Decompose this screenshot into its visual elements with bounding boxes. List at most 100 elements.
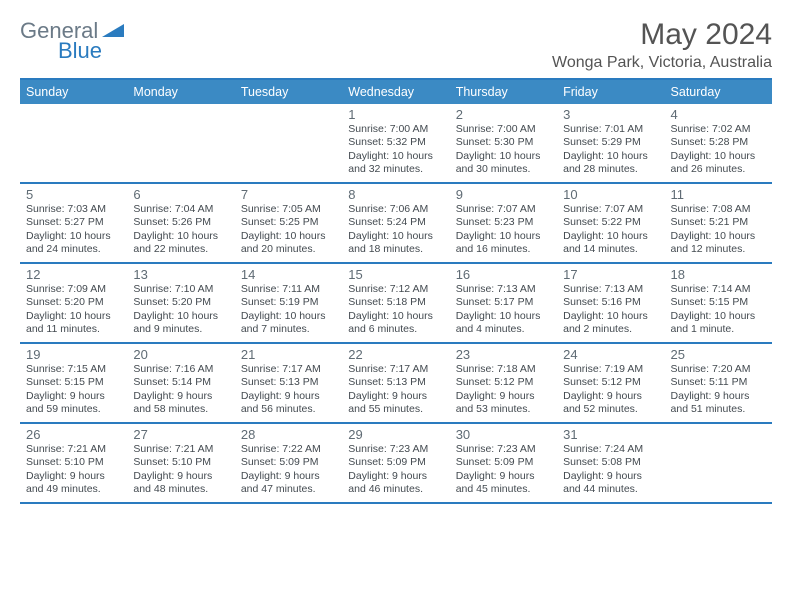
day-number: 10 xyxy=(563,187,658,202)
logo-text-2: Blue xyxy=(58,38,102,63)
day-info: Sunrise: 7:10 AMSunset: 5:20 PMDaylight:… xyxy=(133,283,228,337)
info-line: and 32 minutes. xyxy=(348,163,443,176)
info-line: Sunrise: 7:21 AM xyxy=(26,443,121,456)
info-line: Sunset: 5:25 PM xyxy=(241,216,336,229)
info-line: Daylight: 10 hours xyxy=(241,310,336,323)
day-header-row: SundayMondayTuesdayWednesdayThursdayFrid… xyxy=(20,80,772,104)
info-line: Daylight: 10 hours xyxy=(563,310,658,323)
day-cell: 3Sunrise: 7:01 AMSunset: 5:29 PMDaylight… xyxy=(557,104,664,182)
logo: General Blue xyxy=(20,18,124,44)
day-cell: 26Sunrise: 7:21 AMSunset: 5:10 PMDayligh… xyxy=(20,424,127,502)
info-line: Sunrise: 7:23 AM xyxy=(456,443,551,456)
day-cell: 1Sunrise: 7:00 AMSunset: 5:32 PMDaylight… xyxy=(342,104,449,182)
day-cell: 31Sunrise: 7:24 AMSunset: 5:08 PMDayligh… xyxy=(557,424,664,502)
day-number: 13 xyxy=(133,267,228,282)
day-number: 3 xyxy=(563,107,658,122)
day-cell: 13Sunrise: 7:10 AMSunset: 5:20 PMDayligh… xyxy=(127,264,234,342)
day-number: 4 xyxy=(671,107,766,122)
info-line: Sunrise: 7:04 AM xyxy=(133,203,228,216)
day-cell: 27Sunrise: 7:21 AMSunset: 5:10 PMDayligh… xyxy=(127,424,234,502)
day-cell: 24Sunrise: 7:19 AMSunset: 5:12 PMDayligh… xyxy=(557,344,664,422)
day-number: 1 xyxy=(348,107,443,122)
info-line: and 12 minutes. xyxy=(671,243,766,256)
day-cell: 16Sunrise: 7:13 AMSunset: 5:17 PMDayligh… xyxy=(450,264,557,342)
info-line: Sunrise: 7:21 AM xyxy=(133,443,228,456)
info-line: Sunset: 5:12 PM xyxy=(456,376,551,389)
day-info: Sunrise: 7:22 AMSunset: 5:09 PMDaylight:… xyxy=(241,443,336,497)
info-line: Sunrise: 7:18 AM xyxy=(456,363,551,376)
logo-triangle-icon xyxy=(102,24,124,43)
day-info: Sunrise: 7:21 AMSunset: 5:10 PMDaylight:… xyxy=(26,443,121,497)
info-line: and 55 minutes. xyxy=(348,403,443,416)
day-info: Sunrise: 7:19 AMSunset: 5:12 PMDaylight:… xyxy=(563,363,658,417)
day-cell: 29Sunrise: 7:23 AMSunset: 5:09 PMDayligh… xyxy=(342,424,449,502)
info-line: and 4 minutes. xyxy=(456,323,551,336)
info-line: Sunrise: 7:05 AM xyxy=(241,203,336,216)
info-line: Daylight: 9 hours xyxy=(26,390,121,403)
info-line: Daylight: 10 hours xyxy=(671,310,766,323)
info-line: Sunset: 5:30 PM xyxy=(456,136,551,149)
day-cell: 17Sunrise: 7:13 AMSunset: 5:16 PMDayligh… xyxy=(557,264,664,342)
day-cell: 9Sunrise: 7:07 AMSunset: 5:23 PMDaylight… xyxy=(450,184,557,262)
day-cell xyxy=(127,104,234,182)
info-line: Sunset: 5:16 PM xyxy=(563,296,658,309)
day-info: Sunrise: 7:23 AMSunset: 5:09 PMDaylight:… xyxy=(348,443,443,497)
info-line: Sunset: 5:09 PM xyxy=(456,456,551,469)
info-line: Daylight: 10 hours xyxy=(671,150,766,163)
info-line: and 22 minutes. xyxy=(133,243,228,256)
day-number: 17 xyxy=(563,267,658,282)
info-line: Sunrise: 7:17 AM xyxy=(241,363,336,376)
info-line: and 52 minutes. xyxy=(563,403,658,416)
info-line: Daylight: 10 hours xyxy=(456,230,551,243)
info-line: Sunset: 5:14 PM xyxy=(133,376,228,389)
info-line: Sunset: 5:15 PM xyxy=(671,296,766,309)
info-line: Sunrise: 7:00 AM xyxy=(456,123,551,136)
day-cell: 8Sunrise: 7:06 AMSunset: 5:24 PMDaylight… xyxy=(342,184,449,262)
day-info: Sunrise: 7:21 AMSunset: 5:10 PMDaylight:… xyxy=(133,443,228,497)
info-line: and 28 minutes. xyxy=(563,163,658,176)
week-row: 26Sunrise: 7:21 AMSunset: 5:10 PMDayligh… xyxy=(20,424,772,504)
month-title: May 2024 xyxy=(552,18,772,52)
week-row: 12Sunrise: 7:09 AMSunset: 5:20 PMDayligh… xyxy=(20,264,772,344)
info-line: Sunrise: 7:13 AM xyxy=(563,283,658,296)
info-line: Daylight: 10 hours xyxy=(456,150,551,163)
info-line: Sunrise: 7:15 AM xyxy=(26,363,121,376)
weeks-container: 1Sunrise: 7:00 AMSunset: 5:32 PMDaylight… xyxy=(20,104,772,504)
info-line: Sunrise: 7:22 AM xyxy=(241,443,336,456)
info-line: Sunrise: 7:12 AM xyxy=(348,283,443,296)
info-line: and 30 minutes. xyxy=(456,163,551,176)
info-line: Sunset: 5:26 PM xyxy=(133,216,228,229)
info-line: and 47 minutes. xyxy=(241,483,336,496)
info-line: Sunrise: 7:11 AM xyxy=(241,283,336,296)
day-header-thursday: Thursday xyxy=(450,80,557,104)
info-line: and 53 minutes. xyxy=(456,403,551,416)
info-line: Daylight: 10 hours xyxy=(348,230,443,243)
day-number: 9 xyxy=(456,187,551,202)
day-info: Sunrise: 7:02 AMSunset: 5:28 PMDaylight:… xyxy=(671,123,766,177)
day-header-tuesday: Tuesday xyxy=(235,80,342,104)
day-number: 5 xyxy=(26,187,121,202)
day-number: 20 xyxy=(133,347,228,362)
day-cell: 14Sunrise: 7:11 AMSunset: 5:19 PMDayligh… xyxy=(235,264,342,342)
info-line: and 20 minutes. xyxy=(241,243,336,256)
info-line: Sunset: 5:20 PM xyxy=(26,296,121,309)
day-number: 30 xyxy=(456,427,551,442)
info-line: and 18 minutes. xyxy=(348,243,443,256)
info-line: Daylight: 10 hours xyxy=(563,150,658,163)
day-number: 12 xyxy=(26,267,121,282)
day-header-sunday: Sunday xyxy=(20,80,127,104)
info-line: and 7 minutes. xyxy=(241,323,336,336)
info-line: and 24 minutes. xyxy=(26,243,121,256)
day-number: 21 xyxy=(241,347,336,362)
day-info: Sunrise: 7:16 AMSunset: 5:14 PMDaylight:… xyxy=(133,363,228,417)
week-row: 19Sunrise: 7:15 AMSunset: 5:15 PMDayligh… xyxy=(20,344,772,424)
info-line: Sunrise: 7:24 AM xyxy=(563,443,658,456)
info-line: Daylight: 9 hours xyxy=(241,470,336,483)
day-number: 19 xyxy=(26,347,121,362)
day-info: Sunrise: 7:01 AMSunset: 5:29 PMDaylight:… xyxy=(563,123,658,177)
info-line: and 2 minutes. xyxy=(563,323,658,336)
info-line: Sunset: 5:29 PM xyxy=(563,136,658,149)
calendar: SundayMondayTuesdayWednesdayThursdayFrid… xyxy=(20,78,772,504)
info-line: Sunrise: 7:16 AM xyxy=(133,363,228,376)
day-info: Sunrise: 7:13 AMSunset: 5:17 PMDaylight:… xyxy=(456,283,551,337)
